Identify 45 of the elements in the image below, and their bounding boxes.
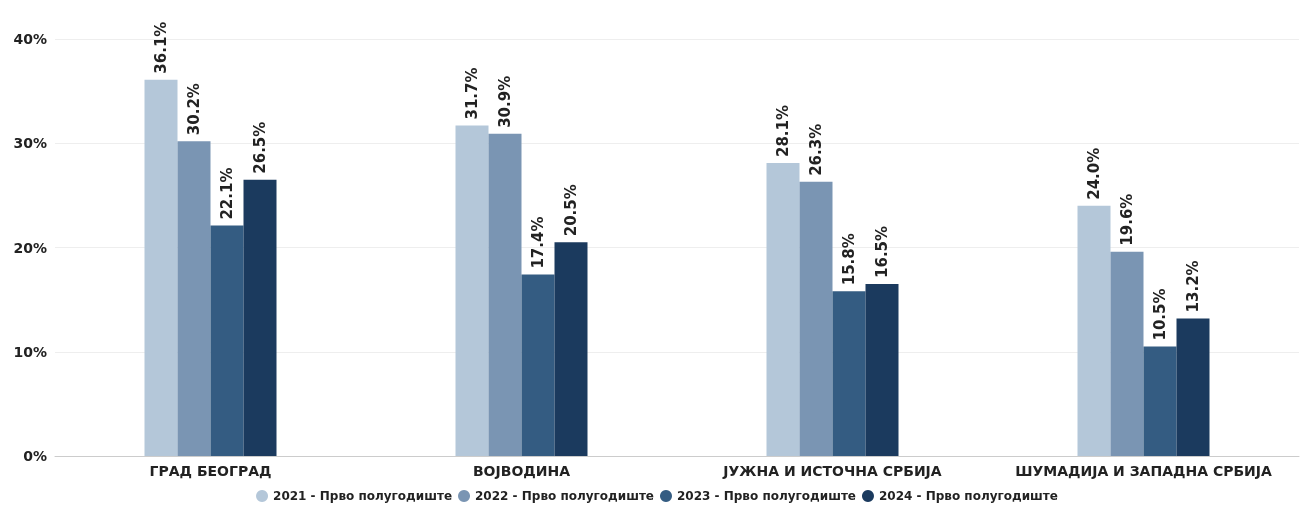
bar [766, 163, 800, 456]
bar [865, 283, 899, 456]
y-tick-label: 40% [13, 31, 47, 47]
bar [144, 79, 178, 456]
data-label: 16.5% [873, 225, 891, 278]
data-label: 13.2% [1184, 260, 1202, 313]
x-tick-label: ЈУЖНА И ИСТОЧНА СРБИЈА [722, 463, 942, 479]
x-tick-label: ГРАД БЕОГРАД [149, 463, 272, 479]
data-label: 31.7% [463, 67, 481, 120]
bar [1176, 318, 1210, 456]
data-label: 10.5% [1151, 288, 1169, 341]
data-label: 36.1% [152, 21, 170, 74]
data-label: 26.3% [807, 123, 825, 176]
x-tick-label: ВОЈВОДИНА [472, 463, 571, 479]
data-label: 24.0% [1085, 147, 1103, 200]
data-label: 19.6% [1118, 193, 1136, 246]
data-label: 26.5% [251, 121, 269, 174]
bar [177, 141, 211, 456]
data-label: 20.5% [562, 184, 580, 237]
data-label: 28.1% [774, 105, 792, 158]
y-tick-label: 30% [13, 135, 47, 152]
bar [521, 274, 555, 456]
bar [1110, 251, 1144, 456]
legend-label: 2021 - Прво полугодиште [273, 489, 453, 503]
data-label: 15.8% [840, 233, 858, 286]
data-label: 30.9% [496, 75, 514, 128]
bar [554, 242, 588, 456]
bar [243, 179, 277, 456]
x-tick-label: ШУМАДИЈА И ЗАПАДНА СРБИЈА [1015, 463, 1273, 479]
bar [1143, 346, 1177, 456]
y-tick-label: 20% [13, 239, 47, 256]
bar [455, 125, 489, 456]
bar [488, 133, 522, 456]
bar [210, 225, 244, 456]
bar [832, 291, 866, 456]
y-tick-label: 0% [23, 448, 47, 464]
data-label: 22.1% [218, 167, 236, 220]
bar [799, 181, 833, 456]
legend-label: 2022 - Прво полугодиште [475, 489, 654, 503]
data-label: 17.4% [529, 216, 547, 269]
data-label: 30.2% [185, 83, 203, 136]
legend-label: 2023 - Прво полугодиште [677, 489, 856, 503]
y-tick-label: 10% [13, 343, 47, 360]
legend-label: 2024 - Прво полугодиште [878, 489, 1058, 503]
bar [1077, 205, 1111, 456]
